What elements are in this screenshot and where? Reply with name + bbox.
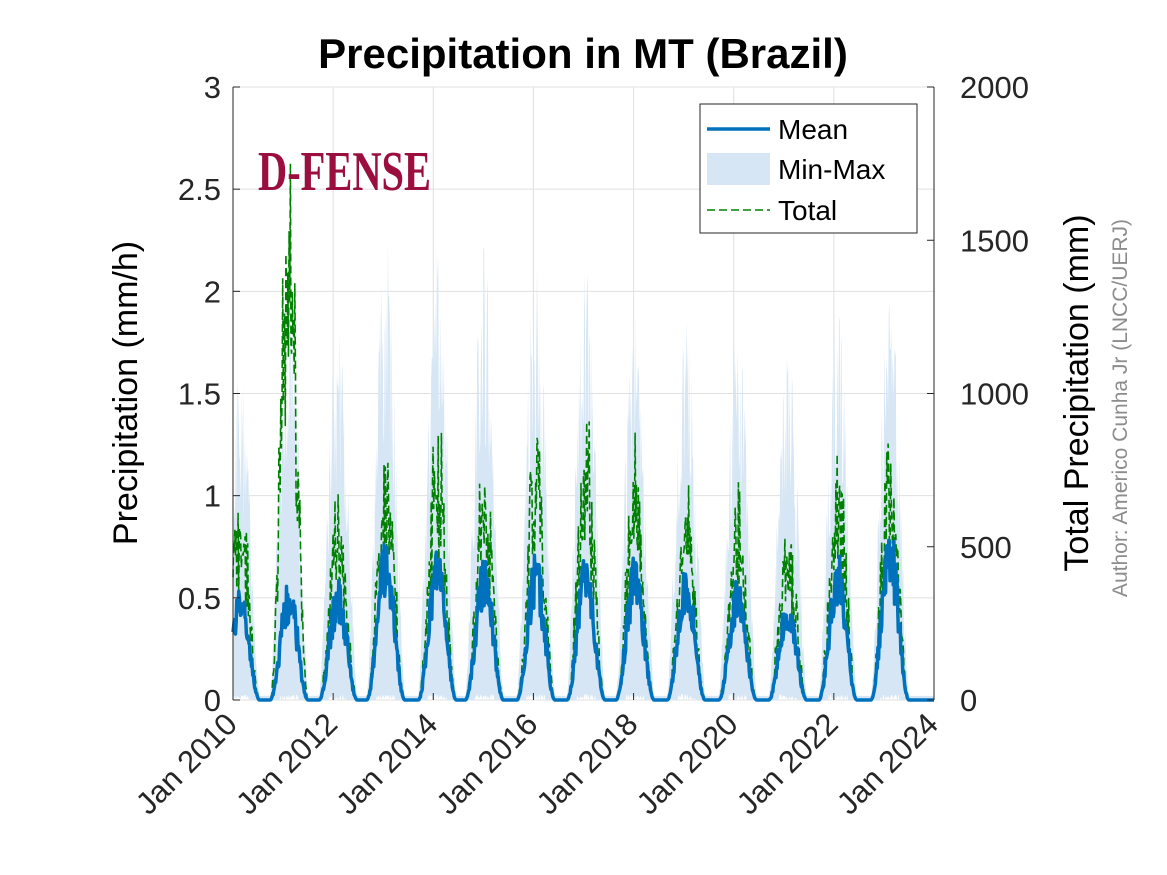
x-tick-label: Jan 2022 [730, 706, 845, 821]
logo: D-FENSE [258, 141, 431, 203]
y-right-tick-label: 500 [960, 530, 1012, 565]
author-credit: Author: Americo Cunha Jr (LNCC/UERJ) [1109, 219, 1132, 597]
y-tick-label: 2.5 [178, 172, 221, 207]
y-tick-label: 2 [204, 274, 221, 309]
x-tick-label: Jan 2016 [429, 706, 544, 821]
legend-label: Min-Max [778, 154, 885, 185]
y-right-tick-label: 1500 [960, 223, 1029, 258]
y-right-axis-title: Total Precipitation (mm) [1058, 214, 1096, 571]
legend-label: Mean [778, 114, 848, 145]
y-tick-label: 1.5 [178, 377, 221, 412]
x-tick-label: Jan 2024 [830, 706, 945, 821]
mean-line [231, 538, 936, 702]
axes [232, 86, 935, 701]
x-tick-label: Jan 2010 [129, 706, 244, 821]
y-right-tick-label: 0 [960, 683, 977, 718]
y-tick-label: 3 [204, 70, 221, 105]
x-tick-label: Jan 2018 [530, 706, 645, 821]
y-right-tick-label: 1000 [960, 377, 1029, 412]
x-tick-label: Jan 2020 [630, 706, 745, 821]
y-axis-title: Precipitation (mm/h) [107, 241, 145, 545]
mean-series [231, 538, 936, 702]
y-tick-label: 0 [204, 683, 221, 718]
legend: Mean Min-Max Total [699, 103, 918, 234]
chart-title: Precipitation in MT (Brazil) [318, 30, 848, 77]
y-right-tick-label: 2000 [960, 70, 1029, 105]
y-tick-label: 0.5 [178, 581, 221, 616]
legend-swatch-minmax [707, 153, 770, 185]
x-tick-label: Jan 2012 [229, 706, 344, 821]
y-tick-label: 1 [204, 479, 221, 514]
legend-label: Total [778, 195, 837, 226]
x-tick-label: Jan 2014 [329, 706, 444, 821]
